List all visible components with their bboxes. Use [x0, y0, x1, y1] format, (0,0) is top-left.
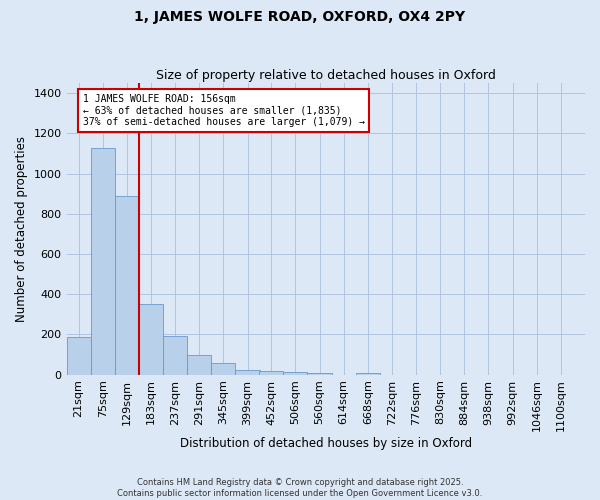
Bar — [91, 148, 115, 374]
Bar — [211, 362, 235, 374]
Text: Contains HM Land Registry data © Crown copyright and database right 2025.
Contai: Contains HM Land Registry data © Crown c… — [118, 478, 482, 498]
Bar — [163, 336, 187, 374]
Text: 1, JAMES WOLFE ROAD, OXFORD, OX4 2PY: 1, JAMES WOLFE ROAD, OXFORD, OX4 2PY — [134, 10, 466, 24]
Title: Size of property relative to detached houses in Oxford: Size of property relative to detached ho… — [156, 69, 496, 82]
Bar — [307, 372, 332, 374]
Bar — [283, 372, 307, 374]
Bar — [235, 370, 260, 374]
Bar — [187, 354, 211, 374]
Y-axis label: Number of detached properties: Number of detached properties — [15, 136, 28, 322]
Bar — [67, 336, 91, 374]
Bar — [356, 373, 380, 374]
Bar — [139, 304, 163, 374]
Bar — [259, 370, 283, 374]
Bar — [115, 196, 139, 374]
Text: 1 JAMES WOLFE ROAD: 156sqm
← 63% of detached houses are smaller (1,835)
37% of s: 1 JAMES WOLFE ROAD: 156sqm ← 63% of deta… — [83, 94, 365, 128]
X-axis label: Distribution of detached houses by size in Oxford: Distribution of detached houses by size … — [180, 437, 472, 450]
